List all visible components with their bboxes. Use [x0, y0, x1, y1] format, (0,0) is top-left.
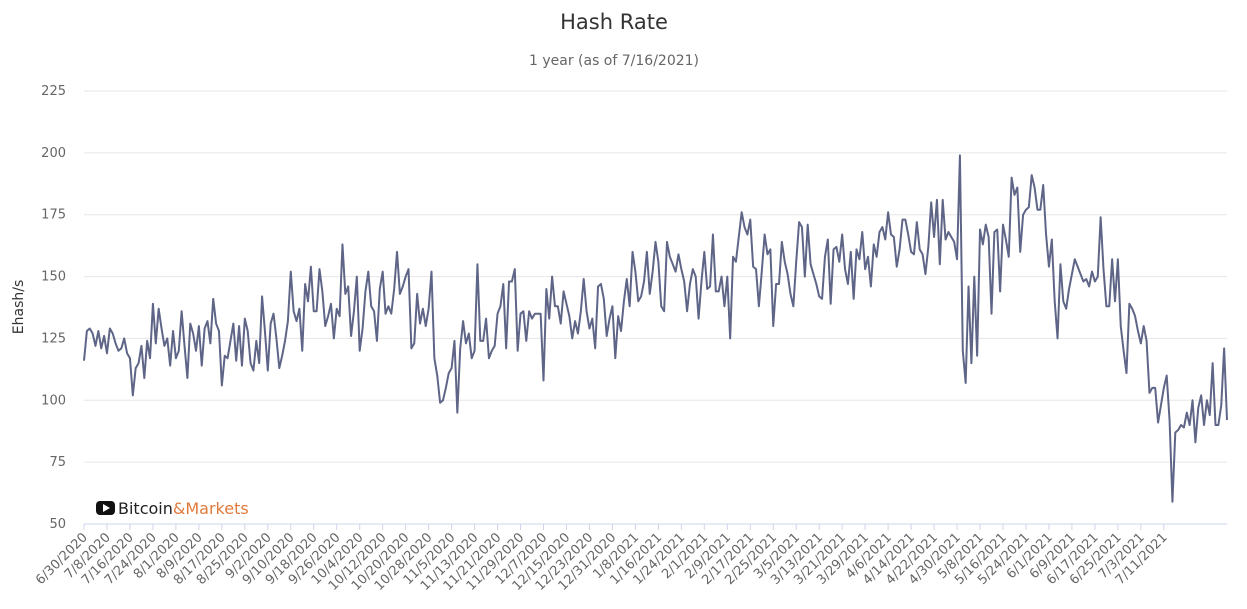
y-axis-label: Ehash/s — [11, 280, 27, 334]
y-tick-label: 200 — [41, 146, 66, 161]
series-line — [83, 154, 1228, 503]
watermark-brand-part2: &Markets — [173, 499, 249, 518]
svg-text:Bitcoin&Markets: Bitcoin&Markets — [118, 499, 249, 518]
grid-lines — [84, 90, 1227, 525]
chart-title: Hash Rate — [560, 10, 668, 34]
series-layer — [83, 154, 1228, 503]
y-tick-label: 50 — [49, 517, 66, 532]
y-tick-label: 150 — [41, 270, 66, 285]
y-tick-label: 175 — [41, 208, 66, 223]
chart-subtitle: 1 year (as of 7/16/2021) — [529, 53, 699, 69]
watermark: Bitcoin&Markets — [96, 499, 249, 518]
y-tick-label: 125 — [41, 331, 66, 346]
y-tick-label: 100 — [41, 393, 66, 408]
play-icon-triangle — [103, 504, 110, 512]
y-tick-label: 75 — [49, 455, 66, 470]
x-axis-ticks: 6/30/20207/8/20207/16/20207/24/20208/1/2… — [33, 523, 1227, 594]
watermark-brand-part1: Bitcoin — [118, 499, 173, 518]
y-tick-label: 225 — [41, 84, 66, 99]
y-axis-ticks: 50 75 100 125 150 175 200 225 — [41, 84, 66, 532]
